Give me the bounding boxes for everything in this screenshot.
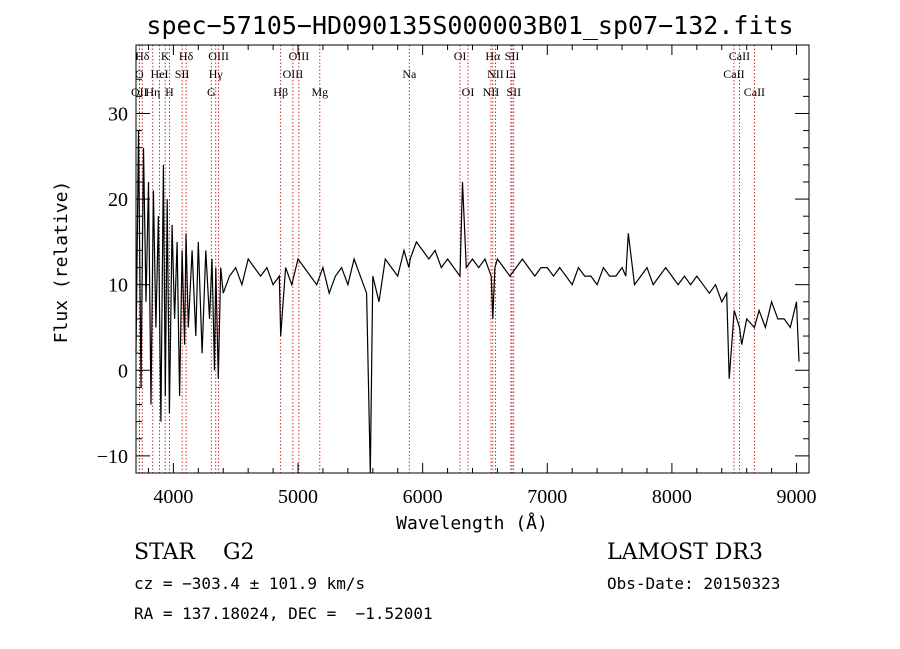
spectral-line-label: Hβ (273, 85, 288, 99)
x-tick-label: 6000 (403, 486, 443, 508)
spectral-line-label: G (207, 85, 216, 99)
y-tick-label: −10 (97, 446, 128, 468)
spectral-line-label: Hα (485, 49, 501, 63)
spectral-line-label: H (165, 85, 174, 99)
object-class: STAR G2 (134, 540, 255, 565)
x-tick-label: 7000 (527, 486, 567, 508)
coordinates: RA = 137.18024, DEC = −1.52001 (134, 604, 433, 623)
y-tick-label: 20 (108, 189, 128, 211)
spectral-line-labels: Hδ K Hδ OIII OIII OI Hα SII CaII O HeI SII Hγ OIII Na N… (131, 49, 765, 99)
x-axis-label: Wavelength (Å) (396, 512, 548, 534)
flux-series-line (135, 130, 800, 474)
spectral-line-label: OII (131, 85, 148, 99)
spectral-line-label: CaII (729, 49, 750, 63)
spectral-line-label: Hη (145, 85, 160, 99)
x-tick-label: 9000 (777, 486, 817, 508)
spectral-line-label: O (135, 67, 144, 81)
chart-title: spec−57105−HD090135S000003B01_sp07−132.f… (146, 11, 793, 40)
spectral-line-label: SII (175, 67, 190, 81)
spectral-line-label: Hδ (179, 49, 194, 63)
y-tick-label: 30 (108, 103, 128, 125)
spectral-line-label: CaII (744, 85, 765, 99)
spectral-line-label: Na (402, 67, 417, 81)
spectral-line-label: OIII (289, 49, 310, 63)
spectral-line-label: Hγ (209, 67, 224, 81)
spectral-line-label: K (161, 49, 170, 63)
survey-name: LAMOST DR3 (607, 540, 763, 565)
spectral-line-label: OI (454, 49, 467, 63)
spectral-line-label: NII (487, 67, 504, 81)
spectral-line-label: CaII (723, 67, 744, 81)
spectral-line-label: SII (506, 85, 521, 99)
spectral-line-label: Mg (311, 85, 328, 99)
spectral-line-label: Hδ (135, 49, 150, 63)
spectral-line-label: OIII (283, 67, 304, 81)
y-axis-label: Flux (relative) (51, 181, 72, 344)
obs-date: Obs-Date: 20150323 (607, 574, 781, 593)
y-tick-label: 0 (118, 360, 128, 382)
spectral-line-label: NII (483, 85, 500, 99)
x-tick-label: 8000 (652, 486, 692, 508)
spectral-line-label: Li (506, 67, 517, 81)
spectral-line-label: SII (505, 49, 520, 63)
axis-ticks: 4000 5000 6000 7000 8000 9000 −10 0 10 20 30 (97, 45, 817, 508)
spectral-line-label: HeI (151, 67, 169, 81)
spectral-line-label: OIII (208, 49, 229, 63)
spectral-line-label: OI (462, 85, 475, 99)
x-tick-label: 5000 (278, 486, 318, 508)
redshift-cz: cz = −303.4 ± 101.9 km/s (134, 574, 366, 593)
y-tick-label: 10 (108, 275, 128, 297)
x-tick-label: 4000 (153, 486, 193, 508)
spectrum-plot: spec−57105−HD090135S000003B01_sp07−132.f… (51, 11, 817, 534)
